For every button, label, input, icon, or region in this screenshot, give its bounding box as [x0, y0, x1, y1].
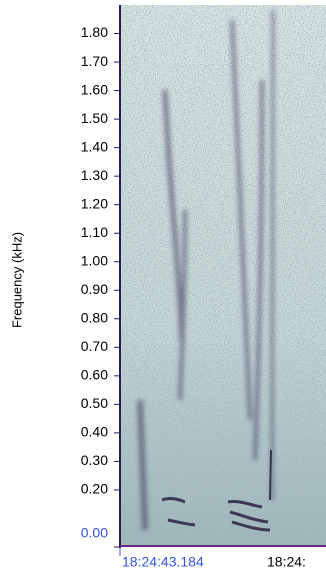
y-tick-label: 0.50 [81, 395, 108, 411]
spectrogram [121, 5, 326, 545]
y-tick-label: 0.60 [81, 367, 108, 383]
y-tick-label: 1.50 [81, 110, 108, 126]
y-tick-label: 1.20 [81, 195, 108, 211]
y-tick-label: 1.00 [81, 252, 108, 268]
y-tick-label: 0.00 [81, 525, 108, 541]
y-tick-label: 1.80 [81, 24, 108, 40]
x-tick-label: 18:24: [267, 554, 306, 570]
x-tick-label: 18:24:43.184 [122, 554, 204, 570]
y-tick-label: 0.70 [81, 338, 108, 354]
y-tick-label: 0.40 [81, 424, 108, 440]
y-tick-label: 0.80 [81, 309, 108, 325]
y-tick-label: 1.70 [81, 53, 108, 69]
y-axis-label: Frequency (kHz) [9, 232, 24, 328]
y-tick-label: 0.90 [81, 281, 108, 297]
y-tick-label: 0.20 [81, 481, 108, 497]
y-tick-label: 0.30 [81, 452, 108, 468]
y-tick-label: 1.40 [81, 138, 108, 154]
y-tick-label: 1.10 [81, 224, 108, 240]
y-tick-label: 1.30 [81, 167, 108, 183]
y-tick-label: 1.60 [81, 81, 108, 97]
